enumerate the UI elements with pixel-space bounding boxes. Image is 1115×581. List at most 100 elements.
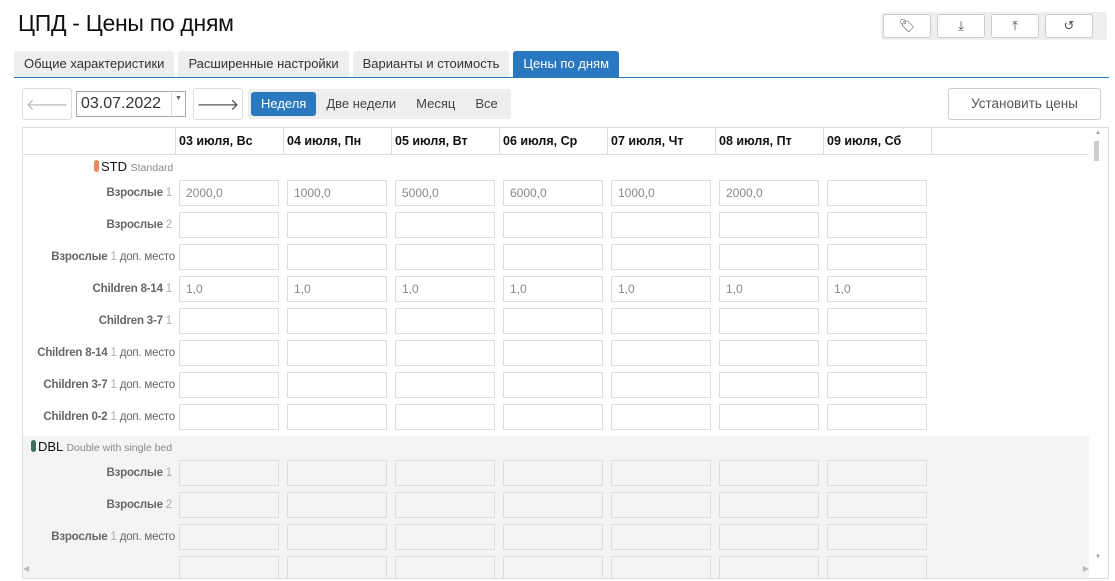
download-button[interactable]: ⤓	[937, 14, 985, 38]
price-input[interactable]	[503, 372, 603, 398]
price-input[interactable]: 2000,0	[719, 180, 819, 206]
tab-0[interactable]: Общие характеристики	[14, 51, 175, 77]
price-input[interactable]	[395, 404, 495, 430]
next-button[interactable]: 🡒	[193, 88, 243, 120]
price-input[interactable]	[611, 340, 711, 366]
tab-2[interactable]: Варианты и стоимость	[352, 51, 510, 77]
price-input[interactable]	[827, 372, 927, 398]
price-input[interactable]	[611, 244, 711, 270]
price-input[interactable]: 5000,0	[395, 180, 495, 206]
price-input[interactable]	[719, 244, 819, 270]
price-input[interactable]	[395, 492, 495, 518]
price-input[interactable]: 6000,0	[503, 180, 603, 206]
price-input[interactable]	[503, 308, 603, 334]
price-input[interactable]	[287, 340, 387, 366]
price-input[interactable]	[827, 340, 927, 366]
price-input[interactable]	[611, 404, 711, 430]
price-input[interactable]	[287, 404, 387, 430]
tab-3[interactable]: Цены по дням	[513, 51, 620, 77]
price-input[interactable]	[719, 340, 819, 366]
price-input[interactable]	[503, 340, 603, 366]
price-input[interactable]	[395, 308, 495, 334]
price-input[interactable]	[827, 308, 927, 334]
price-input[interactable]: 1,0	[287, 276, 387, 302]
price-input[interactable]	[179, 460, 279, 486]
price-input[interactable]: 1,0	[503, 276, 603, 302]
price-input[interactable]	[611, 556, 711, 578]
price-input[interactable]	[611, 524, 711, 550]
price-input[interactable]	[503, 244, 603, 270]
price-input[interactable]	[179, 404, 279, 430]
price-input[interactable]	[395, 556, 495, 578]
price-input[interactable]	[179, 372, 279, 398]
price-input[interactable]	[827, 492, 927, 518]
set-prices-button[interactable]: Установить цены	[948, 88, 1101, 120]
price-input[interactable]	[827, 524, 927, 550]
price-input[interactable]	[287, 212, 387, 238]
period-0[interactable]: Неделя	[251, 92, 317, 116]
period-3[interactable]: Все	[475, 96, 498, 111]
price-input[interactable]	[503, 524, 603, 550]
price-input[interactable]	[179, 556, 279, 578]
price-input[interactable]	[287, 308, 387, 334]
price-input[interactable]	[827, 404, 927, 430]
price-input[interactable]	[395, 212, 495, 238]
price-input[interactable]	[395, 244, 495, 270]
price-input[interactable]	[287, 524, 387, 550]
date-input[interactable]: 03.07.2022 ▼	[76, 91, 186, 117]
history-button[interactable]: ↺	[1045, 14, 1093, 38]
price-input[interactable]	[179, 524, 279, 550]
price-input[interactable]	[503, 460, 603, 486]
period-1[interactable]: Две недели	[326, 96, 397, 111]
price-input[interactable]	[827, 180, 927, 206]
price-input[interactable]	[287, 460, 387, 486]
price-input[interactable]	[287, 244, 387, 270]
price-input[interactable]: 1,0	[719, 276, 819, 302]
price-input[interactable]	[719, 308, 819, 334]
scroll-left-icon[interactable]: ◀	[23, 564, 30, 573]
price-input[interactable]	[827, 244, 927, 270]
price-input[interactable]: 1,0	[827, 276, 927, 302]
price-input[interactable]	[395, 340, 495, 366]
price-input[interactable]	[827, 212, 927, 238]
price-input[interactable]	[719, 556, 819, 578]
scroll-right-icon[interactable]: ▶	[1082, 564, 1089, 573]
horizontal-scrollbar[interactable]: ◀ ▶	[23, 560, 1089, 578]
price-input[interactable]	[827, 460, 927, 486]
period-2[interactable]: Месяц	[416, 96, 456, 111]
price-input[interactable]	[719, 404, 819, 430]
price-input[interactable]	[611, 308, 711, 334]
tags-button[interactable]: 🏷	[883, 14, 931, 38]
price-input[interactable]	[179, 308, 279, 334]
price-input[interactable]	[395, 524, 495, 550]
prev-button[interactable]: 🡐	[22, 88, 72, 120]
price-input[interactable]	[611, 492, 711, 518]
price-input[interactable]: 1000,0	[611, 180, 711, 206]
price-input[interactable]	[503, 556, 603, 578]
price-input[interactable]	[611, 372, 711, 398]
price-input[interactable]	[179, 492, 279, 518]
price-input[interactable]: 2000,0	[179, 180, 279, 206]
upload-button[interactable]: ⤒	[991, 14, 1039, 38]
price-input[interactable]: 1,0	[179, 276, 279, 302]
scroll-up-icon[interactable]: ▲	[1095, 130, 1101, 136]
price-input[interactable]	[179, 340, 279, 366]
scroll-thumb[interactable]	[1094, 141, 1099, 161]
chevron-down-icon[interactable]: ▼	[171, 92, 185, 116]
price-input[interactable]	[503, 492, 603, 518]
price-input[interactable]: 1000,0	[287, 180, 387, 206]
price-input[interactable]	[827, 556, 927, 578]
vertical-scrollbar[interactable]: ▲ ▼	[1089, 128, 1107, 560]
price-input[interactable]	[503, 404, 603, 430]
price-input[interactable]	[719, 524, 819, 550]
price-input[interactable]: 1,0	[611, 276, 711, 302]
price-input[interactable]	[179, 212, 279, 238]
price-input[interactable]	[503, 212, 603, 238]
price-input[interactable]	[179, 244, 279, 270]
price-input[interactable]	[719, 372, 819, 398]
tab-1[interactable]: Расширенные настройки	[178, 51, 349, 77]
price-input[interactable]	[287, 372, 387, 398]
price-input[interactable]	[719, 212, 819, 238]
scroll-down-icon[interactable]: ▼	[1095, 554, 1101, 560]
price-input[interactable]	[287, 492, 387, 518]
